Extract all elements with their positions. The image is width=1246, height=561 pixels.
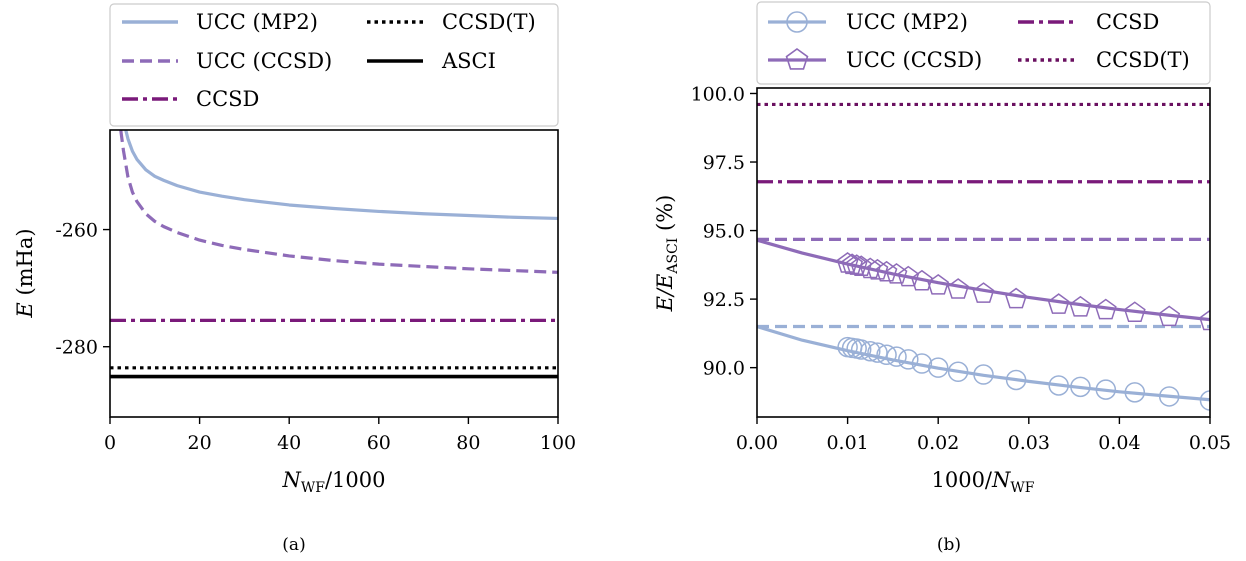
legend-b-ccsdt-label: CCSD(T) [1096,48,1190,72]
panel-a: 0 20 40 60 80 100 -260 -280 NWF/1000 E (mHa) (a… [13,3,576,555]
data-point [1048,375,1069,396]
y-tick-label: -260 [55,220,98,242]
panel-a-plot-lines [110,130,558,379]
panel-b-ylabel: E/EASCI (%) [653,195,681,313]
data-point [1070,376,1091,398]
data-point [1047,293,1070,314]
panel-b-caption: (b) [937,535,961,555]
legend-b-ucc-ccsd-marker [785,48,809,70]
x-tick-label: 100 [540,432,576,454]
legend-a-ccsdt-label: CCSD(T) [442,10,536,34]
series-ucc_mp2_points [837,336,1210,411]
panel-b-plot-lines [757,102,1210,411]
panel-b-frame [756,87,1211,418]
data-point [911,269,933,291]
data-point [973,364,994,385]
x-tick-label: 40 [277,432,301,454]
panel-a-legend: UCC (MP2) UCC (CCSD) CCSD CCSD(T) ASCI [109,3,559,127]
data-point [845,254,868,275]
legend-a-ucc-mp2-label: UCC (MP2) [196,10,318,34]
data-point [947,278,970,299]
series-ucc_ccsd_fit-line [757,238,1210,322]
x-tick-label: 0.02 [917,432,959,454]
panel-a-xlabel: NWF/1000 [281,468,385,496]
series-ucc_mp2-line [124,130,558,221]
panel-a-legend-box [109,3,559,127]
panel-b-legend-box [756,1,1211,85]
series-ucc_ccsd-line [119,130,558,274]
data-point [876,344,897,366]
x-tick-label: 0.05 [1189,432,1231,454]
panel-a-ticks: 0 20 40 60 80 100 -260 -280 [55,220,576,454]
x-tick-label: 60 [367,432,391,454]
data-point [875,260,898,282]
data-point [1158,305,1181,327]
series-ucc_ccsd_points [836,252,1210,331]
data-point [850,255,873,276]
legend-a-asci-label: ASCI [441,49,496,73]
y-tick-label: 90.0 [703,358,745,380]
data-point [1124,382,1146,403]
y-tick-label: 100.0 [691,83,745,105]
panel-a-ylabel: E (mHa) [13,228,37,318]
y-tick-label: 97.5 [703,152,745,174]
x-tick-label: 0.04 [1098,432,1140,454]
data-point [841,253,864,275]
legend-b-ucc-ccsd-label: UCC (CCSD) [846,48,982,72]
series-ucc_mp2_fit-line [757,324,1210,402]
x-tick-label: 0.01 [826,432,868,454]
data-point [1199,390,1210,411]
x-tick-label: 0 [104,432,116,454]
data-point [897,265,920,287]
data-point [1094,298,1117,320]
data-point [972,282,995,303]
data-point [911,353,933,374]
data-point [1158,386,1180,407]
data-point [886,346,907,367]
y-tick-label: 95.0 [703,221,745,243]
data-point [836,252,859,273]
panel-b-legend: UCC (MP2) UCC (CCSD) CCSD CCSD(T) [756,1,1211,85]
x-tick-label: 0.00 [736,432,778,454]
panel-a-frame [109,129,559,418]
x-tick-label: 80 [456,432,480,454]
data-point [1005,369,1027,391]
legend-b-ucc-mp2-marker [786,11,808,33]
data-point [927,357,949,378]
panel-a-caption: (a) [282,535,305,555]
data-point [867,342,888,363]
y-tick-label: 92.5 [703,289,745,311]
data-point [1199,309,1210,331]
data-point [860,340,881,362]
data-point [850,339,872,360]
data-point [947,361,969,383]
panel-b-ticks: 0.00 0.01 0.02 0.03 0.04 0.05 90.0 92.5 95.0 97.5… [691,83,1232,454]
x-tick-label: 0.03 [1008,432,1050,454]
x-tick-label: 20 [188,432,212,454]
data-point [1005,287,1027,309]
legend-b-ucc-mp2-label: UCC (MP2) [846,10,968,34]
data-point [927,273,950,295]
data-point [898,349,919,370]
legend-b-ccsd-label: CCSD [1096,10,1159,34]
legend-a-ucc-ccsd-label: UCC (CCSD) [196,49,332,73]
data-point [866,258,889,280]
panel-b: 0.00 0.01 0.02 0.03 0.04 0.05 90.0 92.5 95.0 97.5… [653,1,1232,555]
data-point [1095,379,1117,400]
data-point [1069,295,1092,317]
panel-b-xlabel: 1000/NWF [931,468,1034,496]
legend-a-ccsd-label: CCSD [196,87,259,111]
y-tick-label: -280 [55,337,98,359]
data-point [1123,301,1146,323]
